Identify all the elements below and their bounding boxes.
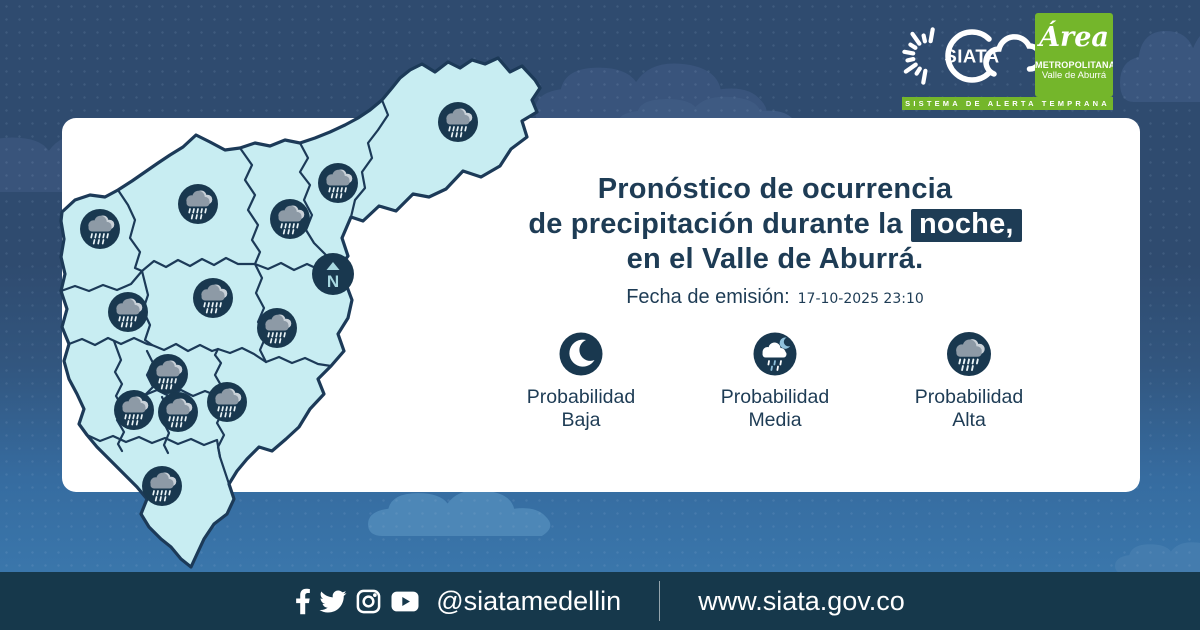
valle-de-aburra-map: N (59, 56, 542, 569)
municipality-forecast-icon-alta (141, 465, 183, 507)
highlight-noche: noche, (911, 209, 1022, 242)
municipality-forecast-icon-alta (256, 307, 298, 349)
website-url: www.siata.gov.co (698, 585, 905, 616)
legend-item-baja: Probabilidad Baja (490, 330, 672, 432)
siata-logo: SIATA (902, 27, 1035, 85)
municipality-forecast-icon-alta (177, 183, 219, 225)
municipality-forecast-icon-alta (113, 389, 155, 431)
instagram-icon (356, 589, 381, 613)
page-title: Pronóstico de ocurrencia de precipitació… (475, 172, 1075, 277)
municipality-forecast-icon-alta (192, 277, 234, 319)
municipality-forecast-icon-alta (317, 162, 359, 204)
social-icons (295, 588, 420, 615)
title-line2: de precipitación durante la noche, (475, 207, 1075, 242)
municipality-forecast-icon-alta (107, 291, 149, 333)
footer-divider (659, 581, 661, 621)
cloud-heavy-rain-icon (946, 331, 992, 377)
title-line3: en el Valle de Aburrá. (626, 243, 924, 275)
compass-north-icon: N (312, 253, 354, 295)
probability-legend: Probabilidad Baja (490, 330, 1060, 432)
legend-item-alta: Probabilidad Alta (878, 330, 1060, 432)
twitter-icon (319, 590, 347, 612)
moon-icon (559, 332, 603, 376)
youtube-icon (391, 591, 419, 611)
municipality-forecast-icon-alta (147, 353, 189, 395)
cloud-silhouette (368, 484, 553, 536)
title-line1: Pronóstico de ocurrencia (597, 173, 953, 205)
emission-value: 17-10-2025 23:10 (797, 291, 924, 307)
social-handle: @siatamedellin (436, 585, 622, 616)
cloud-silhouette (1115, 538, 1200, 574)
cloud-silhouette (1120, 16, 1200, 102)
legend-item-media: Probabilidad Media (684, 330, 866, 432)
facebook-icon (296, 588, 311, 614)
area-metropolitana-logo: Área METROPOLITANA Valle de Aburrá (1035, 13, 1113, 97)
municipality-forecast-icon-alta (157, 391, 199, 433)
cloud-moon-rain-icon (753, 332, 797, 376)
svg-text:N: N (327, 272, 339, 291)
municipality-forecast-icon-alta (206, 381, 248, 423)
siata-tagline-bar: SISTEMA DE ALERTA TEMPRANA (902, 97, 1113, 110)
emission-label: Fecha de emisión: (626, 286, 790, 308)
emission-date: Fecha de emisión: 17-10-2025 23:10 (475, 286, 1075, 309)
municipality-forecast-icon-alta (437, 101, 479, 143)
footer-bar: @siatamedellin www.siata.gov.co (0, 572, 1200, 630)
municipality-forecast-icon-alta (79, 208, 121, 250)
municipality-forecast-icon-alta (269, 198, 311, 240)
